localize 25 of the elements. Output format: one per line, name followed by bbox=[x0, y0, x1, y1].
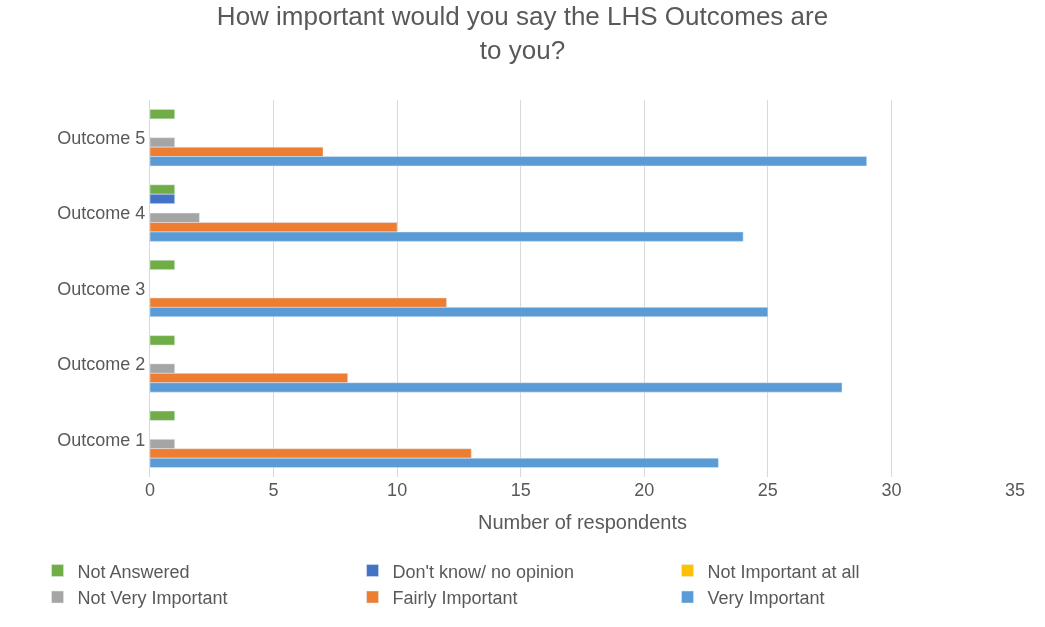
bar bbox=[150, 109, 175, 120]
x-tick-label: 35 bbox=[1004, 480, 1026, 500]
x-tick-label: 15 bbox=[510, 480, 531, 500]
x-tick-label: 0 bbox=[144, 480, 156, 500]
x-axis-title: Number of respondents bbox=[477, 510, 688, 533]
x-tick-label: 20 bbox=[634, 480, 655, 500]
bar bbox=[150, 410, 175, 421]
x-tick-label: 25 bbox=[757, 480, 778, 500]
legend-label: Not Very Important bbox=[77, 588, 228, 609]
y-tick-label: Outcome 3 bbox=[57, 278, 146, 299]
legend-label: Not Important at all bbox=[707, 561, 860, 582]
y-tick-label: Outcome 4 bbox=[57, 203, 146, 224]
y-tick-label: Outcome 5 bbox=[57, 128, 146, 148]
x-tick-label: 30 bbox=[881, 480, 902, 500]
y-tick-label: Outcome 2 bbox=[57, 354, 146, 375]
y-tick-label: Outcome 1 bbox=[57, 429, 146, 450]
bar bbox=[150, 259, 175, 270]
bar bbox=[150, 335, 175, 346]
x-tick-label: 10 bbox=[387, 480, 408, 500]
legend-label: Very Important bbox=[707, 588, 825, 609]
legend-label: Not Answered bbox=[77, 561, 190, 582]
x-tick-label: 5 bbox=[268, 480, 279, 500]
chart-title: How important would you say the LHS Outcomes are to you? bbox=[216, 1, 829, 65]
legend-label: Don't know/ no opinion bbox=[392, 561, 575, 582]
legend-label: Fairly Important bbox=[392, 588, 518, 609]
